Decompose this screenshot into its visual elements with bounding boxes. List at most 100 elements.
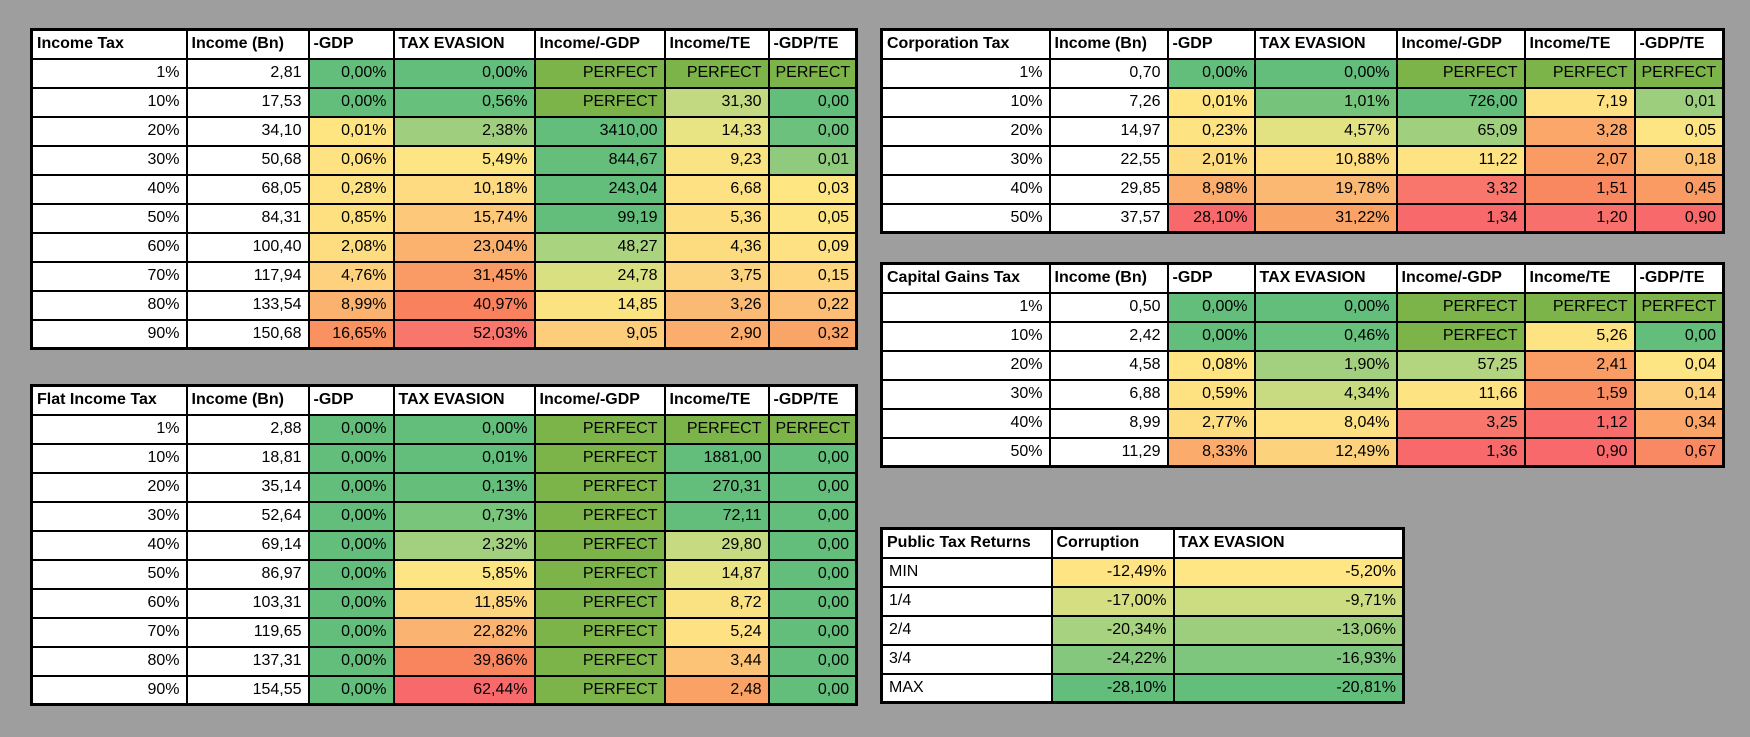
flat-income-tax-value-cell[interactable]: 1881,00 [663, 442, 770, 474]
flat-income-tax-value-cell[interactable]: 29,80 [663, 529, 770, 561]
flat-income-tax-value-cell[interactable]: 0,00 [767, 674, 858, 706]
income-tax-value-cell[interactable]: 0,00% [307, 57, 395, 89]
flat-income-tax-value-cell[interactable]: 2,48 [663, 674, 770, 706]
corporation-tax-value-cell[interactable]: 19,78% [1253, 173, 1398, 205]
flat-income-tax-value-cell[interactable]: 0,00 [767, 471, 858, 503]
income-tax-value-cell[interactable]: 2,81 [185, 57, 310, 89]
income-tax-value-cell[interactable]: 0,05 [767, 202, 858, 234]
income-tax-value-cell[interactable]: 150,68 [185, 318, 310, 350]
flat-income-tax-value-cell[interactable]: 119,65 [185, 616, 310, 648]
flat-income-tax-value-cell[interactable]: PERFECT [533, 587, 666, 619]
flat-income-tax-value-cell[interactable]: 103,31 [185, 587, 310, 619]
income-tax-value-cell[interactable]: 4,36 [663, 231, 770, 263]
flat-income-tax-value-cell[interactable]: PERFECT [767, 413, 858, 445]
flat-income-tax-value-cell[interactable]: 0,00% [307, 587, 395, 619]
capital-gains-tax-value-cell[interactable]: 0,46% [1253, 320, 1398, 352]
income-tax-value-cell[interactable]: 52,03% [392, 318, 536, 350]
income-tax-column-header[interactable]: Income/TE [663, 28, 770, 60]
income-tax-value-cell[interactable]: 4,76% [307, 260, 395, 292]
public-tax-returns-row-label-cell[interactable]: MAX [880, 672, 1053, 704]
public-tax-returns-value-cell[interactable]: -24,22% [1050, 643, 1175, 675]
income-tax-value-cell[interactable]: 2,90 [663, 318, 770, 350]
flat-income-tax-value-cell[interactable]: 86,97 [185, 558, 310, 590]
income-tax-value-cell[interactable]: 0,09 [767, 231, 858, 263]
flat-income-tax-value-cell[interactable]: PERFECT [533, 471, 666, 503]
income-tax-value-cell[interactable]: 2,08% [307, 231, 395, 263]
capital-gains-tax-value-cell[interactable]: 3,25 [1395, 407, 1526, 439]
income-tax-value-cell[interactable]: 0,00 [767, 115, 858, 147]
income-tax-value-cell[interactable]: 0,03 [767, 173, 858, 205]
income-tax-row-label-cell[interactable]: 90% [30, 318, 188, 350]
corporation-tax-value-cell[interactable]: 10,88% [1253, 144, 1398, 176]
capital-gains-tax-row-label-cell[interactable]: 20% [880, 349, 1051, 381]
income-tax-value-cell[interactable]: 844,67 [533, 144, 666, 176]
corporation-tax-value-cell[interactable]: 7,19 [1523, 86, 1636, 118]
income-tax-value-cell[interactable]: 0,28% [307, 173, 395, 205]
corporation-tax-value-cell[interactable]: 1,51 [1523, 173, 1636, 205]
flat-income-tax-value-cell[interactable]: 0,00% [307, 442, 395, 474]
flat-income-tax-value-cell[interactable]: PERFECT [533, 413, 666, 445]
income-tax-value-cell[interactable]: 0,00% [392, 57, 536, 89]
capital-gains-tax-row-label-cell[interactable]: 30% [880, 378, 1051, 410]
flat-income-tax-value-cell[interactable]: PERFECT [533, 616, 666, 648]
public-tax-returns-value-cell[interactable]: -5,20% [1172, 556, 1405, 588]
capital-gains-tax-value-cell[interactable]: PERFECT [1395, 320, 1526, 352]
flat-income-tax-row-label-cell[interactable]: 80% [30, 645, 188, 677]
flat-income-tax-value-cell[interactable]: PERFECT [533, 442, 666, 474]
flat-income-tax-value-cell[interactable]: 72,11 [663, 500, 770, 532]
corporation-tax-value-cell[interactable]: 726,00 [1395, 86, 1526, 118]
corporation-tax-column-header[interactable]: -GDP [1166, 28, 1256, 60]
income-tax-row-label-cell[interactable]: 30% [30, 144, 188, 176]
corporation-tax-value-cell[interactable]: 3,28 [1523, 115, 1636, 147]
capital-gains-tax-column-header[interactable]: -GDP/TE [1633, 262, 1725, 294]
income-tax-value-cell[interactable]: 48,27 [533, 231, 666, 263]
capital-gains-tax-value-cell[interactable]: 0,34 [1633, 407, 1725, 439]
flat-income-tax-value-cell[interactable]: 14,87 [663, 558, 770, 590]
income-tax-row-label-cell[interactable]: 10% [30, 86, 188, 118]
income-tax-value-cell[interactable]: 6,68 [663, 173, 770, 205]
flat-income-tax-value-cell[interactable]: PERFECT [663, 413, 770, 445]
capital-gains-tax-value-cell[interactable]: 1,36 [1395, 436, 1526, 468]
public-tax-returns-column-header[interactable]: Public Tax Returns [880, 527, 1053, 559]
income-tax-value-cell[interactable]: 100,40 [185, 231, 310, 263]
flat-income-tax-column-header[interactable]: Income/-GDP [533, 384, 666, 416]
income-tax-value-cell[interactable]: 243,04 [533, 173, 666, 205]
capital-gains-tax-value-cell[interactable]: 4,34% [1253, 378, 1398, 410]
flat-income-tax-value-cell[interactable]: 0,00% [307, 500, 395, 532]
capital-gains-tax-value-cell[interactable]: 8,33% [1166, 436, 1256, 468]
flat-income-tax-value-cell[interactable]: 35,14 [185, 471, 310, 503]
flat-income-tax-value-cell[interactable]: 0,00% [307, 645, 395, 677]
income-tax-column-header[interactable]: Income (Bn) [185, 28, 310, 60]
flat-income-tax-value-cell[interactable]: 0,00% [307, 616, 395, 648]
corporation-tax-column-header[interactable]: Income/-GDP [1395, 28, 1526, 60]
corporation-tax-value-cell[interactable]: 2,07 [1523, 144, 1636, 176]
flat-income-tax-value-cell[interactable]: PERFECT [533, 645, 666, 677]
income-tax-value-cell[interactable]: 8,99% [307, 289, 395, 321]
capital-gains-tax-value-cell[interactable]: PERFECT [1633, 291, 1725, 323]
flat-income-tax-value-cell[interactable]: 18,81 [185, 442, 310, 474]
income-tax-value-cell[interactable]: 84,31 [185, 202, 310, 234]
flat-income-tax-row-label-cell[interactable]: 60% [30, 587, 188, 619]
corporation-tax-column-header[interactable]: TAX EVASION [1253, 28, 1398, 60]
flat-income-tax-value-cell[interactable]: 0,00 [767, 587, 858, 619]
flat-income-tax-row-label-cell[interactable]: 10% [30, 442, 188, 474]
public-tax-returns-row-label-cell[interactable]: 2/4 [880, 614, 1053, 646]
flat-income-tax-value-cell[interactable]: 62,44% [392, 674, 536, 706]
corporation-tax-value-cell[interactable]: 7,26 [1048, 86, 1169, 118]
income-tax-row-label-cell[interactable]: 60% [30, 231, 188, 263]
flat-income-tax-value-cell[interactable]: 2,88 [185, 413, 310, 445]
flat-income-tax-value-cell[interactable]: 0,00 [767, 500, 858, 532]
income-tax-value-cell[interactable]: 14,33 [663, 115, 770, 147]
corporation-tax-column-header[interactable]: -GDP/TE [1633, 28, 1725, 60]
flat-income-tax-value-cell[interactable]: 0,00 [767, 529, 858, 561]
income-tax-row-label-cell[interactable]: 80% [30, 289, 188, 321]
income-tax-value-cell[interactable]: PERFECT [767, 57, 858, 89]
flat-income-tax-column-header[interactable]: -GDP/TE [767, 384, 858, 416]
capital-gains-tax-column-header[interactable]: -GDP [1166, 262, 1256, 294]
capital-gains-tax-column-header[interactable]: Income/-GDP [1395, 262, 1526, 294]
corporation-tax-value-cell[interactable]: 0,01% [1166, 86, 1256, 118]
corporation-tax-value-cell[interactable]: 0,05 [1633, 115, 1725, 147]
flat-income-tax-value-cell[interactable]: 0,00% [307, 674, 395, 706]
income-tax-value-cell[interactable]: 68,05 [185, 173, 310, 205]
flat-income-tax-column-header[interactable]: Flat Income Tax [30, 384, 188, 416]
